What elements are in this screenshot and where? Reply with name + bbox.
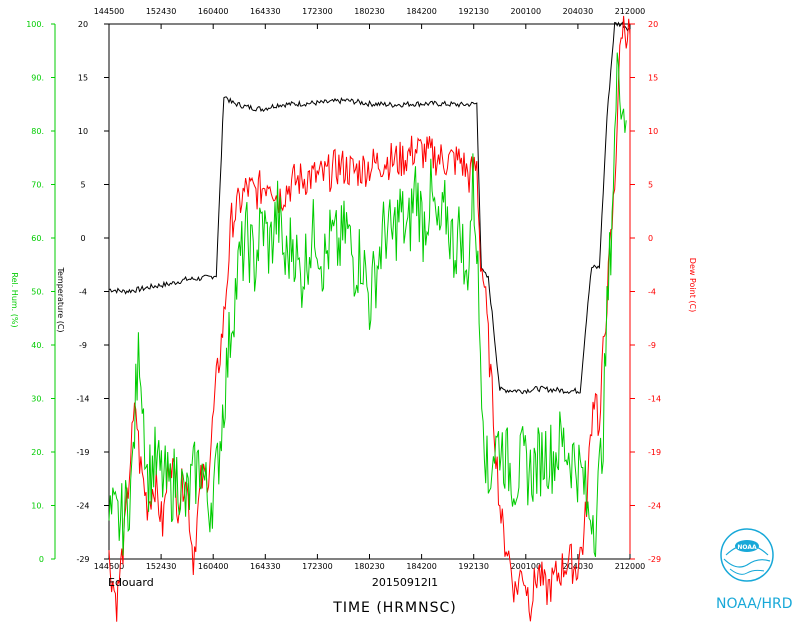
- x-tick-label-top: 172300: [302, 7, 333, 16]
- temp-tick-label: -14: [76, 395, 89, 404]
- temp-tick-label: -4: [79, 288, 87, 297]
- dew-axis-label: Dew Point (C): [688, 258, 697, 312]
- x-tick-label-top: 200100: [511, 7, 542, 16]
- temp-tick-label: -24: [76, 502, 89, 511]
- rh-tick-label: 80.: [31, 127, 44, 136]
- x-tick-label-bottom: 180230: [354, 562, 385, 571]
- x-tick-label-top: 204030: [563, 7, 594, 16]
- temp-tick-label: -19: [76, 448, 89, 457]
- org-label: NOAA/HRD: [716, 596, 793, 612]
- x-tick-label-top: 180230: [354, 7, 385, 16]
- svg-text:NOAA: NOAA: [737, 544, 757, 551]
- flight-id: 20150912I1: [372, 576, 438, 589]
- series-layer: [108, 15, 631, 622]
- dew-tick-label: 5: [648, 181, 653, 190]
- temp-tick-label: 15: [78, 74, 88, 83]
- series-line-dew-point: [108, 15, 631, 622]
- dew-tick-label: -9: [648, 341, 656, 350]
- rh-tick-label: 20.: [31, 448, 44, 457]
- rh-tick-label: 0: [39, 555, 44, 564]
- x-tick-label-top: 152430: [146, 7, 177, 16]
- rh-tick-label: 60.: [31, 234, 44, 243]
- ticks-layer: 144500 144500 152430 152430 160400 160400 1643…: [26, 7, 661, 571]
- dew-tick-label: 15: [648, 74, 658, 83]
- x-tick-label-bottom: 164330: [250, 562, 281, 571]
- rh-axis-label: Rel. Hum. (%): [10, 272, 19, 327]
- rh-tick-label: 10.: [31, 502, 44, 511]
- dew-tick-label: 10: [648, 127, 658, 136]
- temp-tick-label: 5: [80, 181, 85, 190]
- x-tick-label-top: 184200: [406, 7, 437, 16]
- x-tick-label-bottom: 152430: [146, 562, 177, 571]
- x-tick-label-top: 164330: [250, 7, 281, 16]
- x-axis-title: TIME (HRMNSC): [332, 600, 456, 616]
- x-tick-label-bottom: 184200: [406, 562, 437, 571]
- dew-tick-label: -4: [648, 288, 656, 297]
- temp-tick-label: 10: [78, 127, 88, 136]
- x-tick-label-top: 192130: [458, 7, 489, 16]
- series-line-temperature: [108, 21, 631, 395]
- x-tick-label-top: 160400: [198, 7, 229, 16]
- x-tick-label-bottom: 200100: [511, 562, 542, 571]
- temp-tick-label: -29: [76, 555, 89, 564]
- temperature-axis-label: Temperature (C): [56, 266, 65, 332]
- dew-tick-label: 20: [648, 20, 658, 29]
- x-tick-label-top: 212000: [615, 7, 646, 16]
- x-tick-label-bottom: 192130: [458, 562, 489, 571]
- dew-tick-label: -19: [648, 448, 661, 457]
- noaa-logo-icon: NOAA: [720, 528, 774, 582]
- rh-tick-label: 70.: [31, 181, 44, 190]
- dew-tick-label: -24: [648, 502, 661, 511]
- temp-tick-label: 0: [80, 234, 85, 243]
- x-tick-label-bottom: 172300: [302, 562, 333, 571]
- storm-name: Edouard: [108, 576, 154, 589]
- dew-tick-label: -29: [648, 555, 661, 564]
- x-tick-label-bottom: 144500: [94, 562, 125, 571]
- series-line-relative-humidity: [108, 52, 627, 557]
- rh-tick-label: 50.: [31, 288, 44, 297]
- dew-tick-label: -14: [648, 395, 661, 404]
- rh-tick-label: 100.: [26, 20, 44, 29]
- temp-tick-label: -9: [79, 341, 87, 350]
- rh-tick-label: 30.: [31, 395, 44, 404]
- rh-tick-label: 90.: [31, 74, 44, 83]
- temp-tick-label: 20: [78, 20, 88, 29]
- x-tick-label-bottom: 160400: [198, 562, 229, 571]
- x-tick-label-bottom: 212000: [615, 562, 646, 571]
- x-tick-label-top: 144500: [94, 7, 125, 16]
- x-tick-label-bottom: 204030: [563, 562, 594, 571]
- rh-tick-label: 40.: [31, 341, 44, 350]
- dew-tick-label: 0: [648, 234, 653, 243]
